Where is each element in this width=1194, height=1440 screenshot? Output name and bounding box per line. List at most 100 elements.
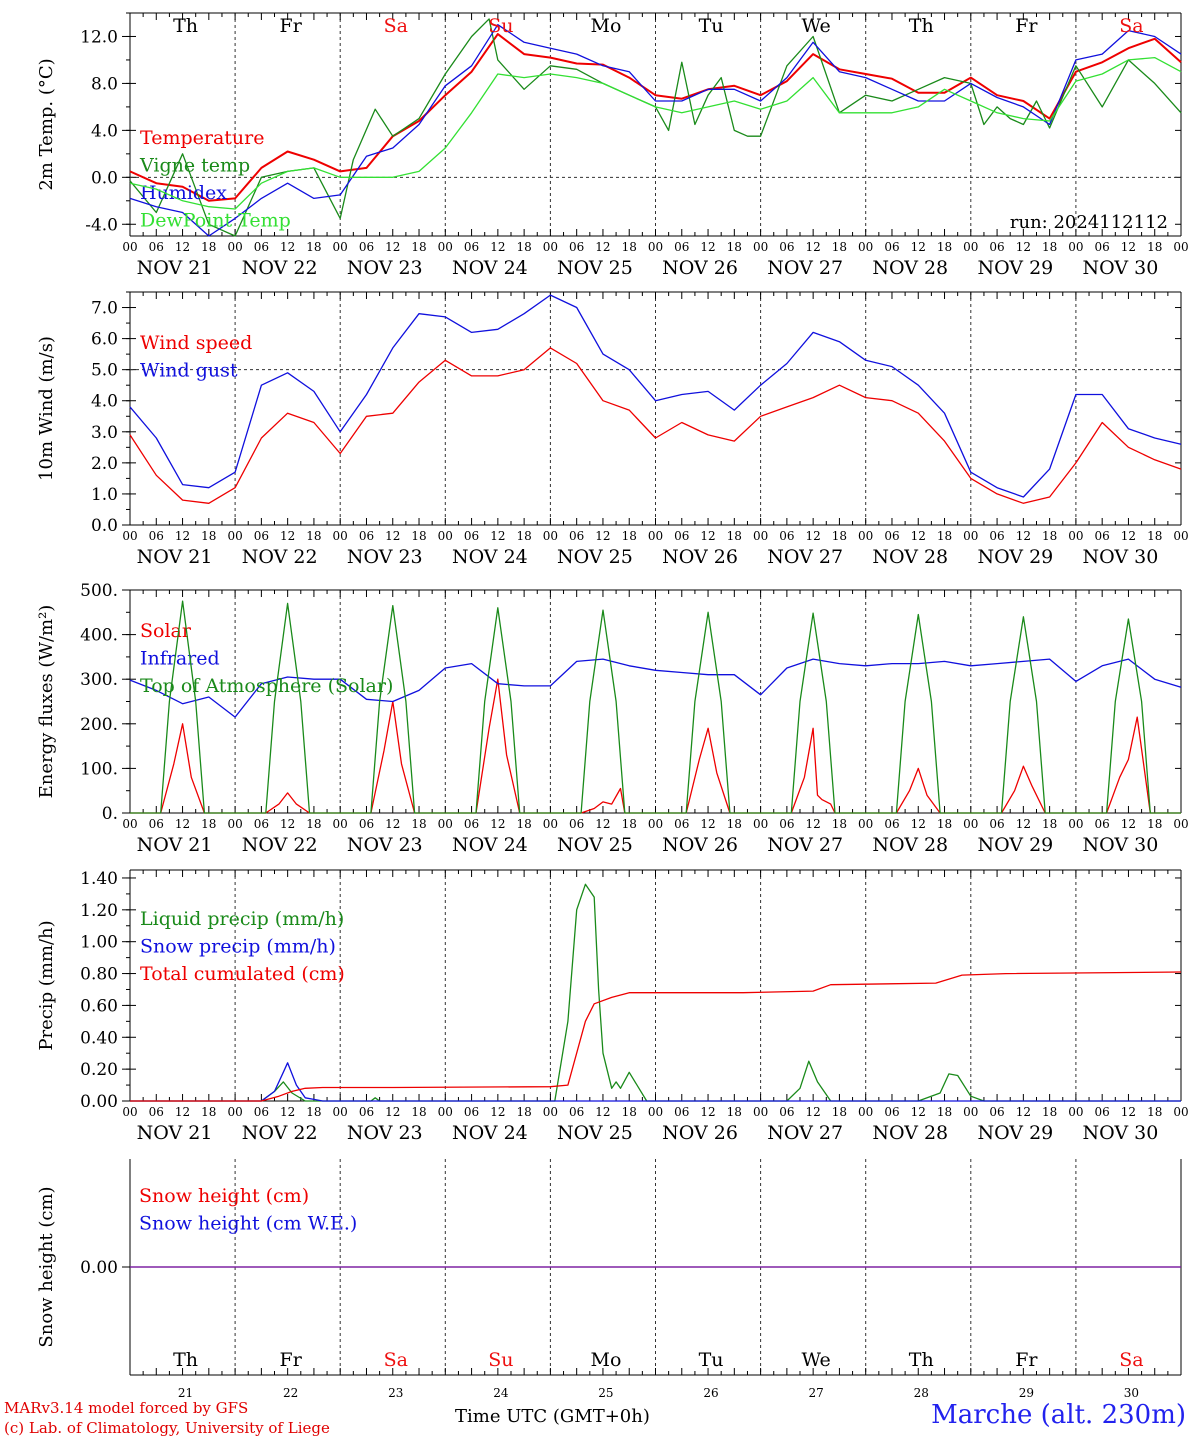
series-line-snow-precip-mm-h- — [130, 1062, 1181, 1102]
hour-label: 00 — [333, 1105, 348, 1119]
legend-entry: Temperature — [140, 127, 264, 149]
series-line-wind-speed — [129, 347, 1182, 504]
y-axis-label: Precip (mm/h) — [36, 920, 57, 1050]
day-name: Fr — [1015, 15, 1038, 37]
y-tick-label: 0.80 — [80, 965, 118, 985]
hour-label: 00 — [1173, 240, 1188, 254]
legend-entry: Wind speed — [140, 332, 252, 354]
y-tick-label: -4.0 — [85, 215, 118, 235]
hour-label: 00 — [122, 817, 137, 831]
date-label: NOV 30 — [1083, 1122, 1159, 1144]
hour-label: 12 — [700, 1105, 715, 1119]
hour-label: 06 — [569, 529, 584, 543]
y-tick-label: 1.40 — [80, 869, 118, 889]
hour-label: 18 — [832, 817, 847, 831]
y-axis-label: 2m Temp. (°C) — [36, 58, 57, 190]
hour-label: 06 — [149, 817, 164, 831]
day-name: We — [802, 1349, 831, 1371]
hour-label: 12 — [700, 817, 715, 831]
hour-label: 12 — [385, 240, 400, 254]
hour-label: 12 — [490, 240, 505, 254]
hour-label: 12 — [175, 240, 190, 254]
date-label: NOV 26 — [662, 1122, 738, 1144]
date-label: NOV 28 — [872, 834, 948, 856]
panel-5: 0.00 Snow height (cm) Snow height (cm) Snow… — [36, 1159, 1182, 1400]
date-label: NOV 23 — [347, 834, 423, 856]
hour-label: 06 — [884, 529, 899, 543]
series-line-temperature — [129, 33, 1182, 202]
hour-label: 12 — [595, 1105, 610, 1119]
hour-label: 00 — [438, 817, 453, 831]
hour-label: 06 — [884, 817, 899, 831]
day-number: 24 — [493, 1386, 509, 1400]
hour-label: 18 — [1042, 529, 1057, 543]
day-name: Tu — [699, 15, 724, 37]
hour-label: 12 — [385, 817, 400, 831]
y-tick-label: 5.0 — [91, 361, 118, 381]
hour-label: 06 — [674, 529, 689, 543]
hour-label: 18 — [306, 240, 321, 254]
hour-label: 12 — [1016, 529, 1031, 543]
hour-label: 06 — [779, 817, 794, 831]
date-label: NOV 22 — [242, 1122, 318, 1144]
hour-label: 18 — [832, 529, 847, 543]
series-line-wind-gust — [129, 294, 1182, 498]
hour-label: 12 — [806, 817, 821, 831]
date-label: NOV 28 — [872, 1122, 948, 1144]
hour-label: 18 — [411, 529, 426, 543]
legend-entry: Wind gust — [140, 360, 238, 382]
run-annotation: run: 2024112112 — [1010, 212, 1168, 233]
y-tick-label: 0.40 — [80, 1028, 118, 1048]
hour-label: 00 — [858, 240, 873, 254]
date-label: NOV 27 — [767, 1122, 843, 1144]
legend-entry: Top of Atmosphere (Solar) — [140, 675, 393, 697]
y-tick-label: 300. — [80, 670, 118, 690]
day-number: 26 — [703, 1386, 718, 1400]
hour-label: 00 — [753, 817, 768, 831]
day-number: 30 — [1124, 1386, 1139, 1400]
hour-label: 00 — [333, 240, 348, 254]
date-label: NOV 28 — [872, 546, 948, 568]
day-number: 22 — [283, 1386, 298, 1400]
hour-label: 12 — [1016, 1105, 1031, 1119]
hour-label: 18 — [411, 240, 426, 254]
hour-label: 12 — [806, 529, 821, 543]
hour-label: 06 — [569, 817, 584, 831]
date-label: NOV 21 — [137, 546, 213, 568]
day-name: Sa — [384, 1349, 408, 1371]
day-number: 21 — [178, 1386, 193, 1400]
date-label: NOV 21 — [137, 834, 213, 856]
day-name: Fr — [280, 1349, 303, 1371]
hour-label: 06 — [779, 240, 794, 254]
y-axis-label: Energy fluxes (W/m²) — [36, 605, 57, 799]
hour-label: 00 — [858, 1105, 873, 1119]
legend-entry: Vigne temp — [139, 155, 250, 177]
hour-label: 06 — [464, 817, 479, 831]
hour-label: 12 — [1016, 240, 1031, 254]
hour-label: 00 — [543, 529, 558, 543]
hour-label: 00 — [1068, 529, 1083, 543]
hour-label: 00 — [438, 529, 453, 543]
hour-label: 00 — [753, 529, 768, 543]
date-label: NOV 26 — [662, 834, 738, 856]
hour-label: 12 — [595, 817, 610, 831]
day-name: Sa — [384, 15, 408, 37]
day-name: Th — [909, 15, 934, 37]
legend-entry: Snow height (cm W.E.) — [139, 1213, 357, 1235]
hour-label: 18 — [306, 817, 321, 831]
hour-label: 06 — [1095, 1105, 1110, 1119]
hour-label: 12 — [385, 529, 400, 543]
hour-label: 18 — [516, 817, 531, 831]
y-tick-label: 400. — [80, 626, 118, 646]
hour-label: 00 — [648, 240, 663, 254]
hour-label: 00 — [227, 240, 242, 254]
station-name: Marche (alt. 230m) — [931, 1400, 1186, 1430]
day-name: Su — [488, 1349, 513, 1371]
hour-label: 06 — [1095, 240, 1110, 254]
hour-label: 00 — [227, 529, 242, 543]
hour-label: 18 — [727, 240, 742, 254]
hour-label: 18 — [937, 529, 952, 543]
hour-label: 12 — [280, 817, 295, 831]
y-axis-label: Snow height (cm) — [36, 1186, 57, 1347]
y-tick-label: 12.0 — [80, 27, 118, 47]
